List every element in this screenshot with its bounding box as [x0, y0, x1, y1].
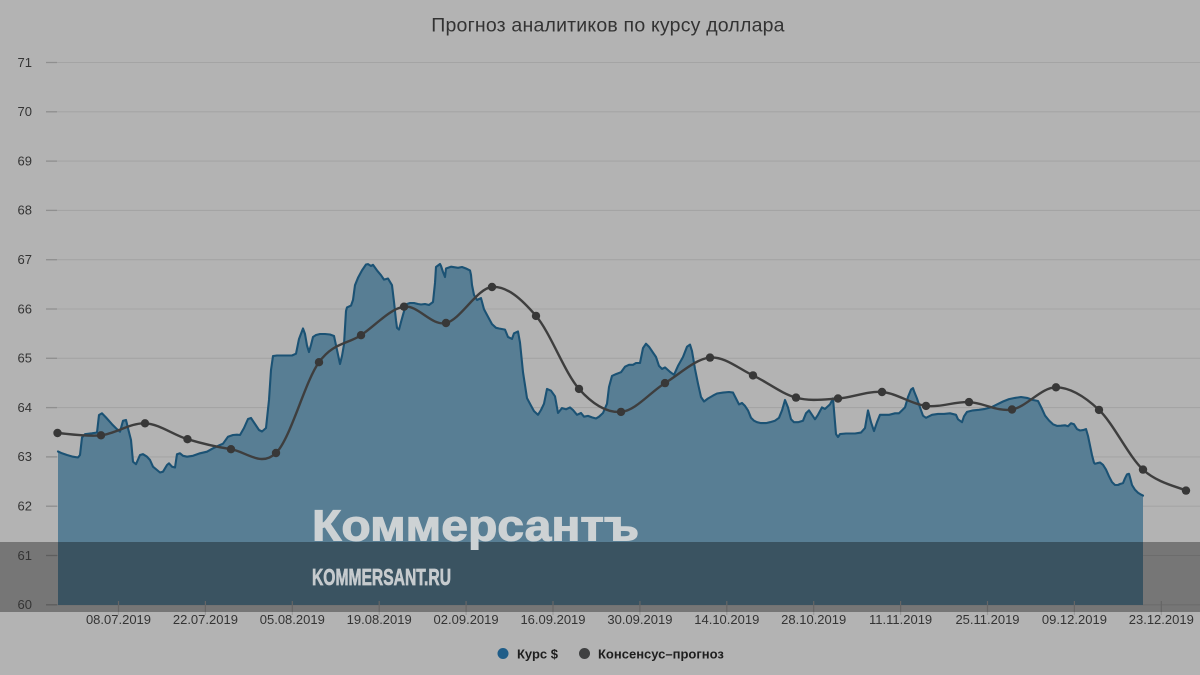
svg-text:Коммерсантъ: Коммерсантъ: [312, 502, 639, 551]
svg-text:65: 65: [18, 351, 32, 366]
svg-text:25.11.2019: 25.11.2019: [955, 612, 1019, 627]
svg-text:05.08.2019: 05.08.2019: [260, 612, 325, 627]
svg-text:30.09.2019: 30.09.2019: [607, 612, 672, 627]
svg-text:66: 66: [18, 301, 32, 316]
svg-text:60: 60: [18, 597, 32, 612]
svg-text:61: 61: [18, 548, 32, 563]
svg-text:63: 63: [18, 449, 32, 464]
svg-text:22.07.2019: 22.07.2019: [173, 612, 238, 627]
svg-text:16.09.2019: 16.09.2019: [520, 612, 585, 627]
svg-text:19.08.2019: 19.08.2019: [347, 612, 412, 627]
svg-text:71: 71: [18, 55, 32, 70]
svg-text:08.07.2019: 08.07.2019: [86, 612, 151, 627]
svg-text:02.09.2019: 02.09.2019: [434, 612, 499, 627]
svg-text:68: 68: [18, 203, 32, 218]
svg-text:28.10.2019: 28.10.2019: [781, 612, 846, 627]
svg-text:14.10.2019: 14.10.2019: [694, 612, 759, 627]
svg-text:67: 67: [18, 252, 32, 267]
svg-text:70: 70: [18, 104, 32, 119]
svg-text:KOMMERSANT.RU: KOMMERSANT.RU: [312, 564, 451, 590]
svg-text:11.11.2019: 11.11.2019: [869, 612, 932, 627]
svg-text:69: 69: [18, 153, 32, 168]
svg-text:Курс $: Курс $: [517, 647, 559, 662]
svg-text:09.12.2019: 09.12.2019: [1042, 612, 1107, 627]
svg-text:62: 62: [18, 499, 32, 514]
svg-text:Консенсус–прогноз: Консенсус–прогноз: [598, 647, 724, 662]
svg-text:23.12.2019: 23.12.2019: [1129, 612, 1194, 627]
svg-text:64: 64: [18, 400, 32, 415]
svg-text:Прогноз аналитиков по курсу до: Прогноз аналитиков по курсу доллара: [431, 15, 784, 37]
